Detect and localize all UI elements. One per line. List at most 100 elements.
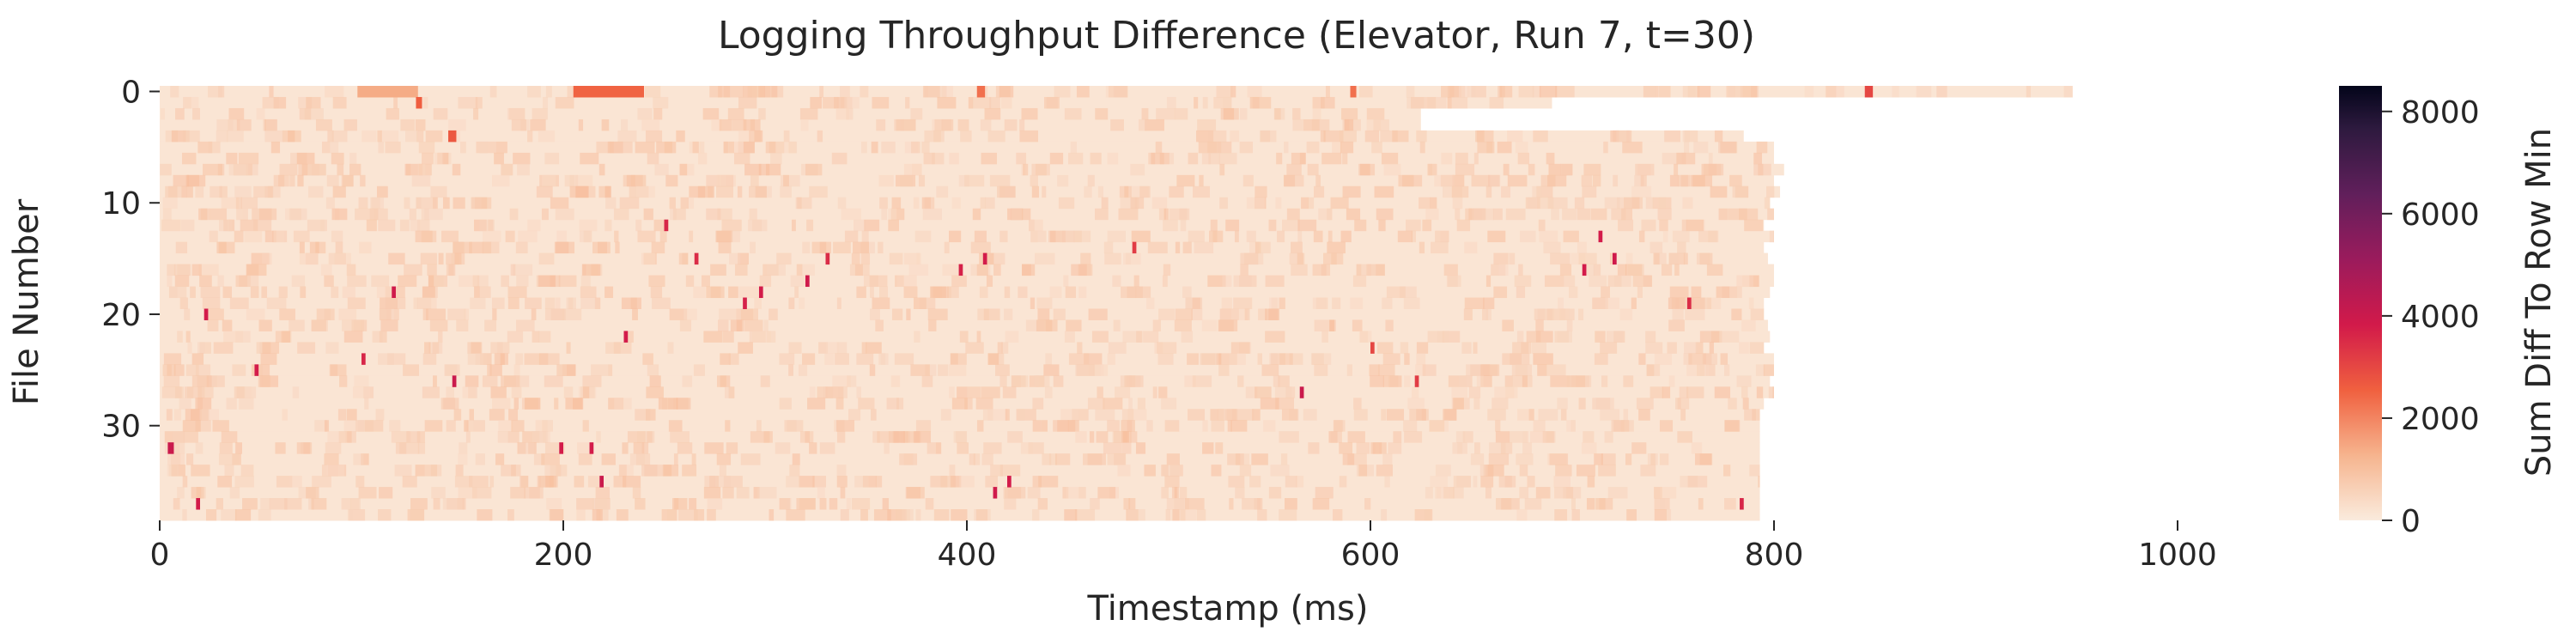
heatmap-cell bbox=[734, 264, 748, 276]
heatmap-cell bbox=[1108, 342, 1127, 354]
heatmap-hotspot bbox=[1686, 297, 1692, 309]
heatmap-cell bbox=[1032, 509, 1040, 521]
heatmap-cell bbox=[1695, 342, 1704, 354]
heatmap-cell bbox=[416, 197, 436, 210]
heatmap-cell bbox=[1342, 152, 1348, 165]
heatmap-cell bbox=[1623, 375, 1634, 387]
heatmap-cell bbox=[1583, 163, 1601, 176]
heatmap-cell bbox=[411, 174, 431, 187]
heatmap-cell bbox=[1435, 465, 1451, 477]
heatmap-cell bbox=[1697, 364, 1705, 376]
heatmap-cell bbox=[1218, 152, 1237, 165]
heatmap-cell bbox=[1187, 353, 1199, 365]
heatmap-cell bbox=[1662, 386, 1671, 398]
heatmap-cell bbox=[288, 130, 295, 143]
heatmap-cell bbox=[1291, 241, 1303, 254]
heatmap-cell bbox=[479, 219, 495, 232]
heatmap-cell bbox=[986, 275, 993, 288]
x-tick-label: 800 bbox=[1745, 538, 1804, 573]
heatmap-cell bbox=[1659, 219, 1668, 232]
heatmap-cell bbox=[817, 386, 834, 398]
heatmap-cell bbox=[1234, 230, 1239, 243]
heatmap-cell bbox=[1677, 431, 1692, 443]
heatmap-cell bbox=[1611, 208, 1626, 221]
heatmap-cell bbox=[1161, 465, 1169, 477]
heatmap-cell bbox=[482, 230, 501, 243]
heatmap-cell bbox=[750, 241, 756, 254]
heatmap-cell bbox=[1462, 431, 1473, 443]
heatmap-cell bbox=[1532, 86, 1541, 98]
heatmap-cell bbox=[1558, 297, 1564, 309]
heatmap-hotspot bbox=[825, 252, 830, 265]
heatmap-cell bbox=[1163, 264, 1171, 276]
heatmap-hotspot bbox=[599, 476, 604, 488]
heatmap-cell bbox=[394, 465, 412, 477]
heatmap-cell bbox=[1161, 487, 1169, 499]
heatmap-cell bbox=[1547, 174, 1567, 187]
heatmap-cell bbox=[1201, 353, 1218, 365]
heatmap-cell bbox=[1235, 487, 1245, 499]
heatmap-cell bbox=[246, 308, 265, 320]
heatmap-cell bbox=[1601, 375, 1608, 387]
heatmap-cell bbox=[1473, 476, 1478, 488]
heatmap-cell bbox=[162, 197, 178, 210]
heatmap-cell bbox=[766, 163, 781, 176]
heatmap-cell bbox=[1593, 264, 1601, 276]
heatmap-cell bbox=[596, 141, 611, 154]
heatmap-cell bbox=[331, 286, 339, 299]
heatmap-cell bbox=[1037, 308, 1050, 320]
heatmap-cell bbox=[719, 118, 732, 131]
heatmap-cell bbox=[1345, 118, 1354, 131]
heatmap-cell bbox=[951, 275, 967, 288]
heatmap-cell bbox=[1032, 420, 1042, 432]
heatmap-cell bbox=[1406, 219, 1421, 232]
heatmap-cell bbox=[997, 342, 1003, 354]
heatmap-cell bbox=[1384, 476, 1390, 488]
heatmap-cell bbox=[1376, 264, 1385, 276]
heatmap-cell bbox=[1143, 331, 1159, 343]
heatmap-cell bbox=[711, 118, 722, 131]
heatmap-cell bbox=[1550, 375, 1571, 387]
heatmap-hotspot bbox=[1740, 498, 1744, 510]
heatmap-cell bbox=[324, 453, 339, 465]
heatmap-cell bbox=[1756, 141, 1768, 154]
heatmap-cell bbox=[1089, 431, 1095, 443]
heatmap-cell bbox=[491, 297, 505, 309]
heatmap-cell bbox=[1669, 252, 1679, 265]
heatmap-cell bbox=[1683, 252, 1688, 265]
heatmap-cell bbox=[538, 252, 555, 265]
heatmap-row bbox=[160, 286, 1771, 299]
heatmap-cell bbox=[1772, 386, 1774, 398]
x-tick-label: 400 bbox=[938, 538, 997, 573]
heatmap-cell bbox=[1724, 420, 1741, 432]
heatmap-cell bbox=[1576, 465, 1595, 477]
heatmap-cell bbox=[866, 342, 882, 354]
heatmap-cell bbox=[1654, 487, 1662, 499]
heatmap-hotspot bbox=[694, 252, 699, 265]
heatmap-cell bbox=[879, 286, 888, 299]
heatmap-cell bbox=[953, 431, 967, 443]
heatmap-cell bbox=[402, 476, 417, 488]
heatmap-cell bbox=[692, 141, 699, 154]
heatmap-cell bbox=[726, 442, 738, 454]
heatmap-cell bbox=[1104, 252, 1121, 265]
heatmap-cell bbox=[404, 197, 410, 210]
heatmap-cell bbox=[685, 275, 695, 288]
heatmap-cell bbox=[469, 241, 484, 254]
heatmap-cell bbox=[1659, 453, 1669, 465]
heatmap-cell bbox=[1515, 141, 1528, 154]
heatmap-cell bbox=[1623, 409, 1629, 421]
heatmap-cell bbox=[1064, 509, 1078, 521]
heatmap-cell bbox=[1107, 420, 1120, 432]
heatmap-cell bbox=[418, 141, 435, 154]
heatmap-cell bbox=[380, 319, 398, 331]
heatmap-cell bbox=[168, 286, 178, 299]
heatmap-cell bbox=[662, 465, 672, 477]
heatmap-cell bbox=[1441, 152, 1453, 165]
heatmap-cell bbox=[1339, 130, 1357, 143]
heatmap-cell bbox=[492, 174, 510, 187]
heatmap-cell bbox=[308, 498, 314, 510]
heatmap-cell bbox=[556, 230, 567, 243]
heatmap-cell bbox=[1327, 230, 1333, 243]
